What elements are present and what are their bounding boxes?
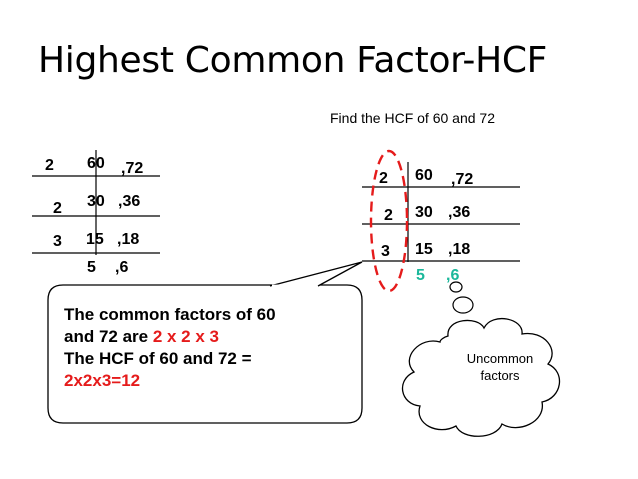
speech-line-2: and 72 are 2 x 2 x 3 <box>64 326 354 348</box>
common-factors-ellipse <box>369 149 409 293</box>
speech-bubble-tail <box>269 261 363 287</box>
right-value-b-3: ,18 <box>448 241 471 258</box>
left-value-a-3: 15 <box>86 231 104 248</box>
question-text: Find the HCF of 60 and 72 <box>330 110 495 126</box>
left-value-b-2: ,36 <box>118 193 141 210</box>
left-remainder-a: 5 <box>87 259 96 276</box>
cloud-line-1: Uncommon <box>466 351 534 366</box>
left-value-a-1: 60 <box>87 155 105 172</box>
thought-trail-bubble-medium <box>452 296 474 314</box>
page-title: Highest Common Factor-HCF <box>38 40 548 81</box>
left-divisor-2: 2 <box>53 200 62 217</box>
left-remainder-b: ,6 <box>115 259 129 276</box>
thought-cloud <box>401 318 561 437</box>
left-divisor-3: 3 <box>53 233 62 250</box>
thought-trail-bubble-small <box>449 281 463 293</box>
left-divisor-1: 2 <box>45 157 54 174</box>
speech-line-3: The HCF of 60 and 72 = <box>64 349 252 368</box>
right-value-b-1: ,72 <box>451 171 474 188</box>
right-value-b-2: ,36 <box>448 204 471 221</box>
speech-line-1: The common factors of 60 <box>64 305 276 324</box>
right-divisor-1: 2 <box>379 170 388 187</box>
right-value-a-3: 15 <box>415 241 433 258</box>
right-divisor-3: 3 <box>381 243 390 260</box>
common-factors-highlight: 2 x 2 x 3 <box>152 327 219 346</box>
speech-line-2-prefix: and 72 are <box>64 327 153 346</box>
speech-bubble-text: The common factors of 60 and 72 are 2 x … <box>64 304 354 392</box>
right-value-a-1: 60 <box>415 167 433 184</box>
cloud-line-2: factors <box>480 368 520 383</box>
right-value-a-2: 30 <box>415 204 433 221</box>
left-value-b-3: ,18 <box>117 231 140 248</box>
left-value-b-1: ,72 <box>121 160 144 177</box>
left-value-a-2: 30 <box>87 193 105 210</box>
right-remainder-b: ,6 <box>446 267 460 284</box>
right-divisor-2: 2 <box>384 207 393 224</box>
thought-cloud-text: Uncommon factors <box>452 350 548 384</box>
speech-bubble-outline <box>47 284 363 424</box>
hcf-result: 2x2x3=12 <box>64 371 141 390</box>
right-remainder-a: 5 <box>416 267 425 284</box>
